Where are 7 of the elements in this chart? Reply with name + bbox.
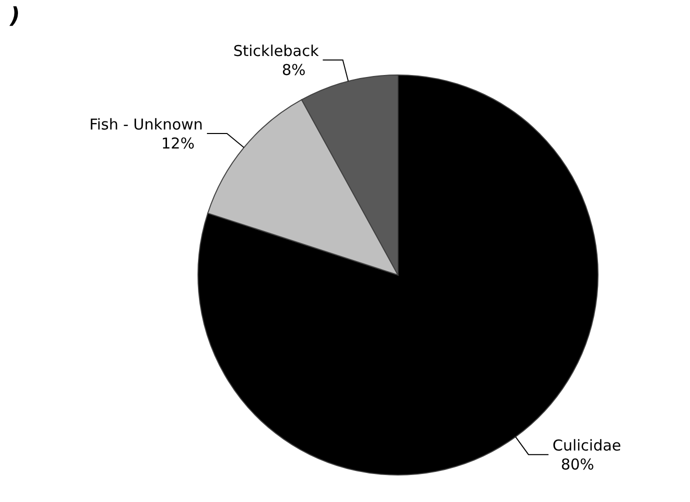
data-label: 8% [282, 60, 306, 79]
data-label: 12% [161, 134, 195, 152]
data-label: 80% [560, 456, 594, 474]
slice-label: Culicidae [552, 436, 622, 455]
text: ) [10, 4, 20, 29]
slice-label: Stickleback [233, 42, 320, 60]
slice-label: Fish - Unknown [89, 115, 203, 134]
